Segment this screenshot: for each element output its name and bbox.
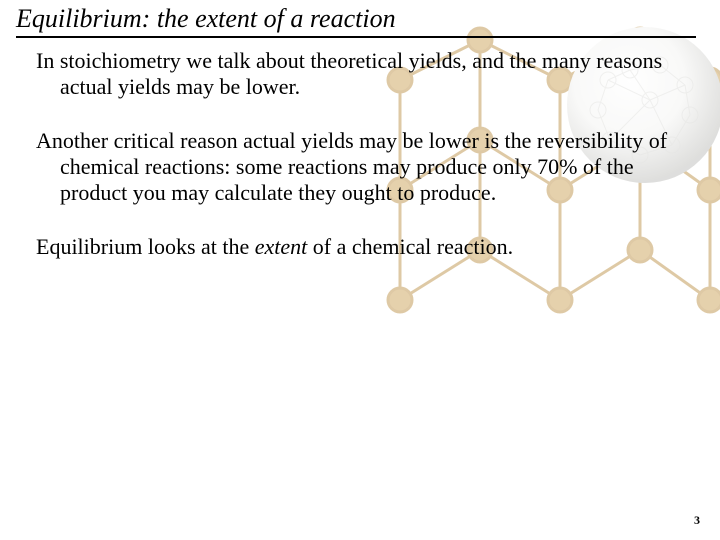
page-number: 3 [694,513,700,528]
paragraph-1: In stoichiometry we talk about theoretic… [16,48,696,100]
paragraph-3-part-c: of a chemical reaction. [307,234,513,259]
paragraph-3-extent: extent [255,234,308,259]
paragraph-3: Equilibrium looks at the extent of a che… [16,234,696,260]
paragraph-2: Another critical reason actual yields ma… [16,128,696,206]
slide-title: Equilibrium: the extent of a reaction [16,4,696,38]
paragraph-3-part-a: Equilibrium looks at the [36,234,255,259]
slide-content: Equilibrium: the extent of a reaction In… [0,0,720,260]
